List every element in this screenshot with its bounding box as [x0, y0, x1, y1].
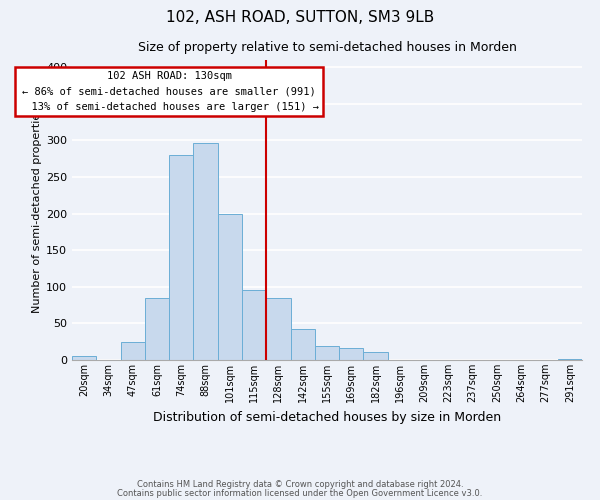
Text: 102, ASH ROAD, SUTTON, SM3 9LB: 102, ASH ROAD, SUTTON, SM3 9LB [166, 10, 434, 25]
Bar [266, 298, 290, 360]
Bar [121, 342, 145, 360]
Text: Contains public sector information licensed under the Open Government Licence v3: Contains public sector information licen… [118, 488, 482, 498]
Text: 102 ASH ROAD: 130sqm
← 86% of semi-detached houses are smaller (991)
  13% of se: 102 ASH ROAD: 130sqm ← 86% of semi-detac… [19, 71, 319, 112]
Bar [193, 142, 218, 360]
Bar [242, 290, 266, 360]
Bar [72, 356, 96, 360]
Bar [315, 346, 339, 360]
Bar [339, 348, 364, 360]
Bar [558, 358, 582, 360]
Title: Size of property relative to semi-detached houses in Morden: Size of property relative to semi-detach… [137, 42, 517, 54]
Bar [290, 330, 315, 360]
Text: Contains HM Land Registry data © Crown copyright and database right 2024.: Contains HM Land Registry data © Crown c… [137, 480, 463, 489]
Y-axis label: Number of semi-detached properties: Number of semi-detached properties [32, 107, 42, 313]
Bar [169, 155, 193, 360]
Bar [145, 298, 169, 360]
Bar [364, 352, 388, 360]
Bar [218, 214, 242, 360]
X-axis label: Distribution of semi-detached houses by size in Morden: Distribution of semi-detached houses by … [153, 410, 501, 424]
